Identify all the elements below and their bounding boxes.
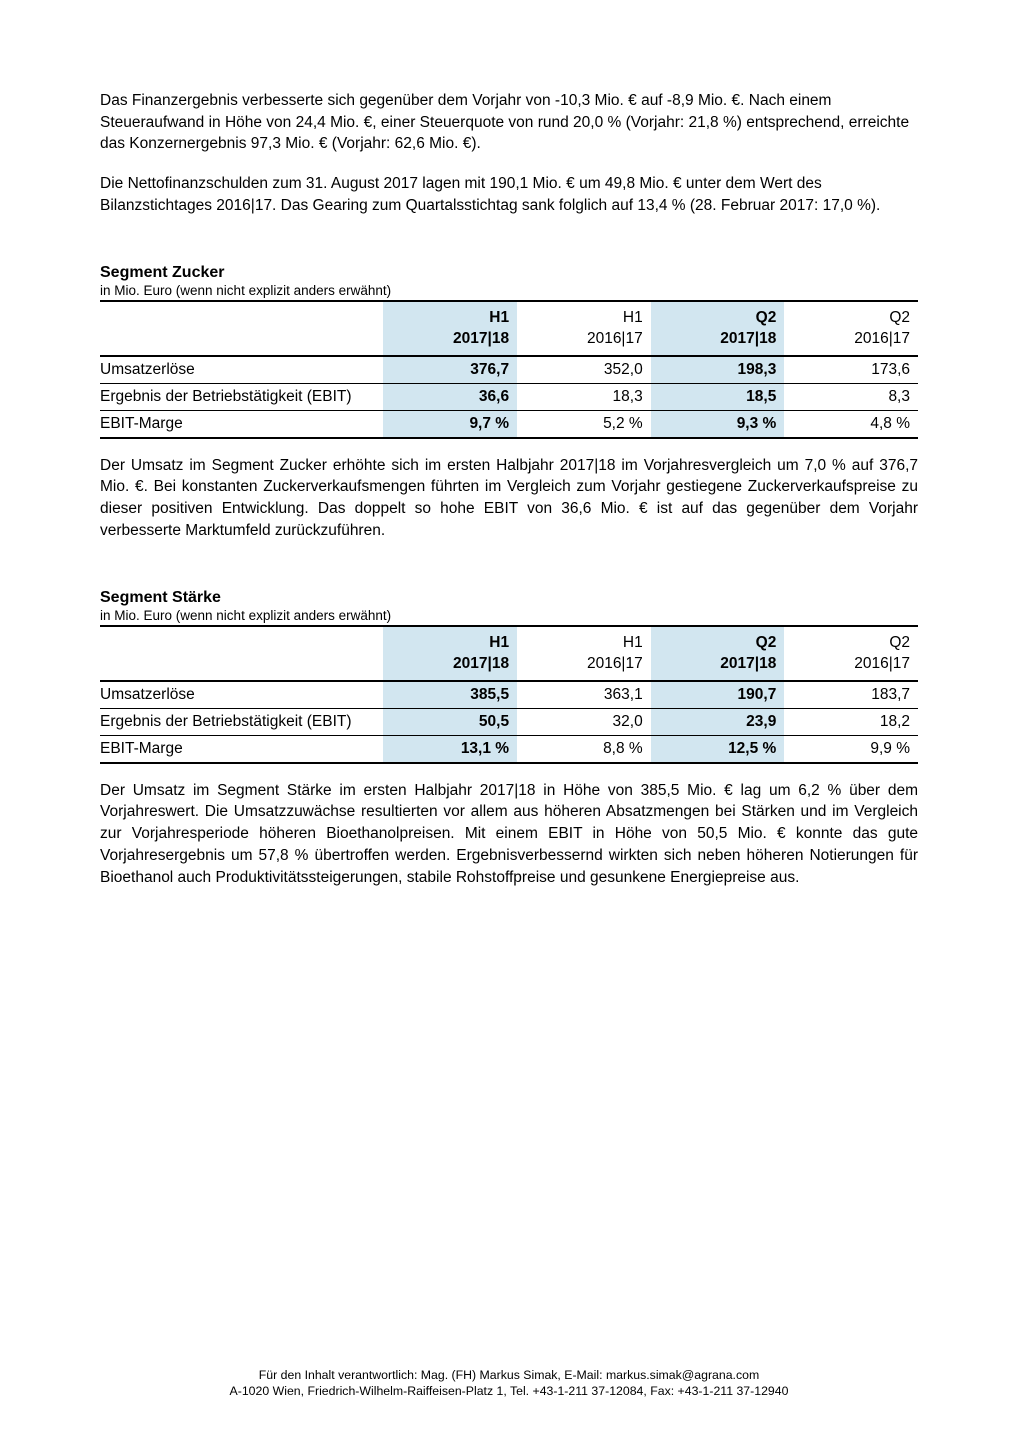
staerke-paragraph: Der Umsatz im Segment Stärke im ersten H… [100,780,918,888]
section-title-zucker: Segment Zucker [100,264,918,282]
table-row: EBIT-Marge 13,1 % 8,8 % 12,5 % 9,9 % [100,735,918,763]
cell: 183,7 [784,681,918,709]
cell: 363,1 [517,681,651,709]
cell: 36,6 [383,383,517,410]
header-q2-py: Q22016|17 [784,302,918,355]
header-h1-py: H12016|17 [517,627,651,680]
intro-paragraph-1: Das Finanzergebnis verbesserte sich gege… [100,90,918,155]
cell: 9,3 % [651,410,785,438]
section-subtitle-zucker: in Mio. Euro (wenn nicht explizit anders… [100,283,918,302]
table-row: EBIT-Marge 9,7 % 5,2 % 9,3 % 4,8 % [100,410,918,438]
table-row: Ergebnis der Betriebstätigkeit (EBIT) 36… [100,383,918,410]
zucker-paragraph: Der Umsatz im Segment Zucker erhöhte sic… [100,455,918,542]
header-h1-cy: H12017|18 [383,302,517,355]
header-h1-cy: H12017|18 [383,627,517,680]
table-zucker: H12017|18 H12016|17 Q22017|18 Q22016|17 … [100,302,918,438]
page-footer: Für den Inhalt verantwortlich: Mag. (FH)… [0,1367,1018,1400]
cell: 5,2 % [517,410,651,438]
cell: 9,7 % [383,410,517,438]
header-q2-cy: Q22017|18 [651,302,785,355]
cell: 352,0 [517,356,651,384]
row-label: Umsatzerlöse [100,681,383,709]
cell: 9,9 % [784,735,918,763]
table-row: Umsatzerlöse 385,5 363,1 190,7 183,7 [100,681,918,709]
header-blank [100,627,383,680]
table-row: Ergebnis der Betriebstätigkeit (EBIT) 50… [100,708,918,735]
header-q2-cy: Q22017|18 [651,627,785,680]
section-subtitle-staerke: in Mio. Euro (wenn nicht explizit anders… [100,608,918,627]
cell: 18,3 [517,383,651,410]
document-page: Das Finanzergebnis verbesserte sich gege… [0,0,1018,1440]
header-blank [100,302,383,355]
cell: 198,3 [651,356,785,384]
table-staerke: H12017|18 H12016|17 Q22017|18 Q22016|17 … [100,627,918,763]
header-q2-py: Q22016|17 [784,627,918,680]
cell: 50,5 [383,708,517,735]
cell: 173,6 [784,356,918,384]
section-title-staerke: Segment Stärke [100,589,918,607]
cell: 8,8 % [517,735,651,763]
row-label: Ergebnis der Betriebstätigkeit (EBIT) [100,383,383,410]
cell: 4,8 % [784,410,918,438]
cell: 13,1 % [383,735,517,763]
row-label: EBIT-Marge [100,735,383,763]
footer-line-2: A-1020 Wien, Friedrich-Wilhelm-Raiffeise… [0,1383,1018,1400]
cell: 385,5 [383,681,517,709]
cell: 376,7 [383,356,517,384]
cell: 8,3 [784,383,918,410]
cell: 23,9 [651,708,785,735]
cell: 190,7 [651,681,785,709]
row-label: Ergebnis der Betriebstätigkeit (EBIT) [100,708,383,735]
row-label: Umsatzerlöse [100,356,383,384]
table-header-row: H12017|18 H12016|17 Q22017|18 Q22016|17 [100,302,918,355]
cell: 18,2 [784,708,918,735]
cell: 18,5 [651,383,785,410]
cell: 12,5 % [651,735,785,763]
table-row: Umsatzerlöse 376,7 352,0 198,3 173,6 [100,356,918,384]
intro-paragraph-2: Die Nettofinanzschulden zum 31. August 2… [100,173,918,216]
cell: 32,0 [517,708,651,735]
header-h1-py: H12016|17 [517,302,651,355]
footer-line-1: Für den Inhalt verantwortlich: Mag. (FH)… [0,1367,1018,1384]
row-label: EBIT-Marge [100,410,383,438]
table-header-row: H12017|18 H12016|17 Q22017|18 Q22016|17 [100,627,918,680]
